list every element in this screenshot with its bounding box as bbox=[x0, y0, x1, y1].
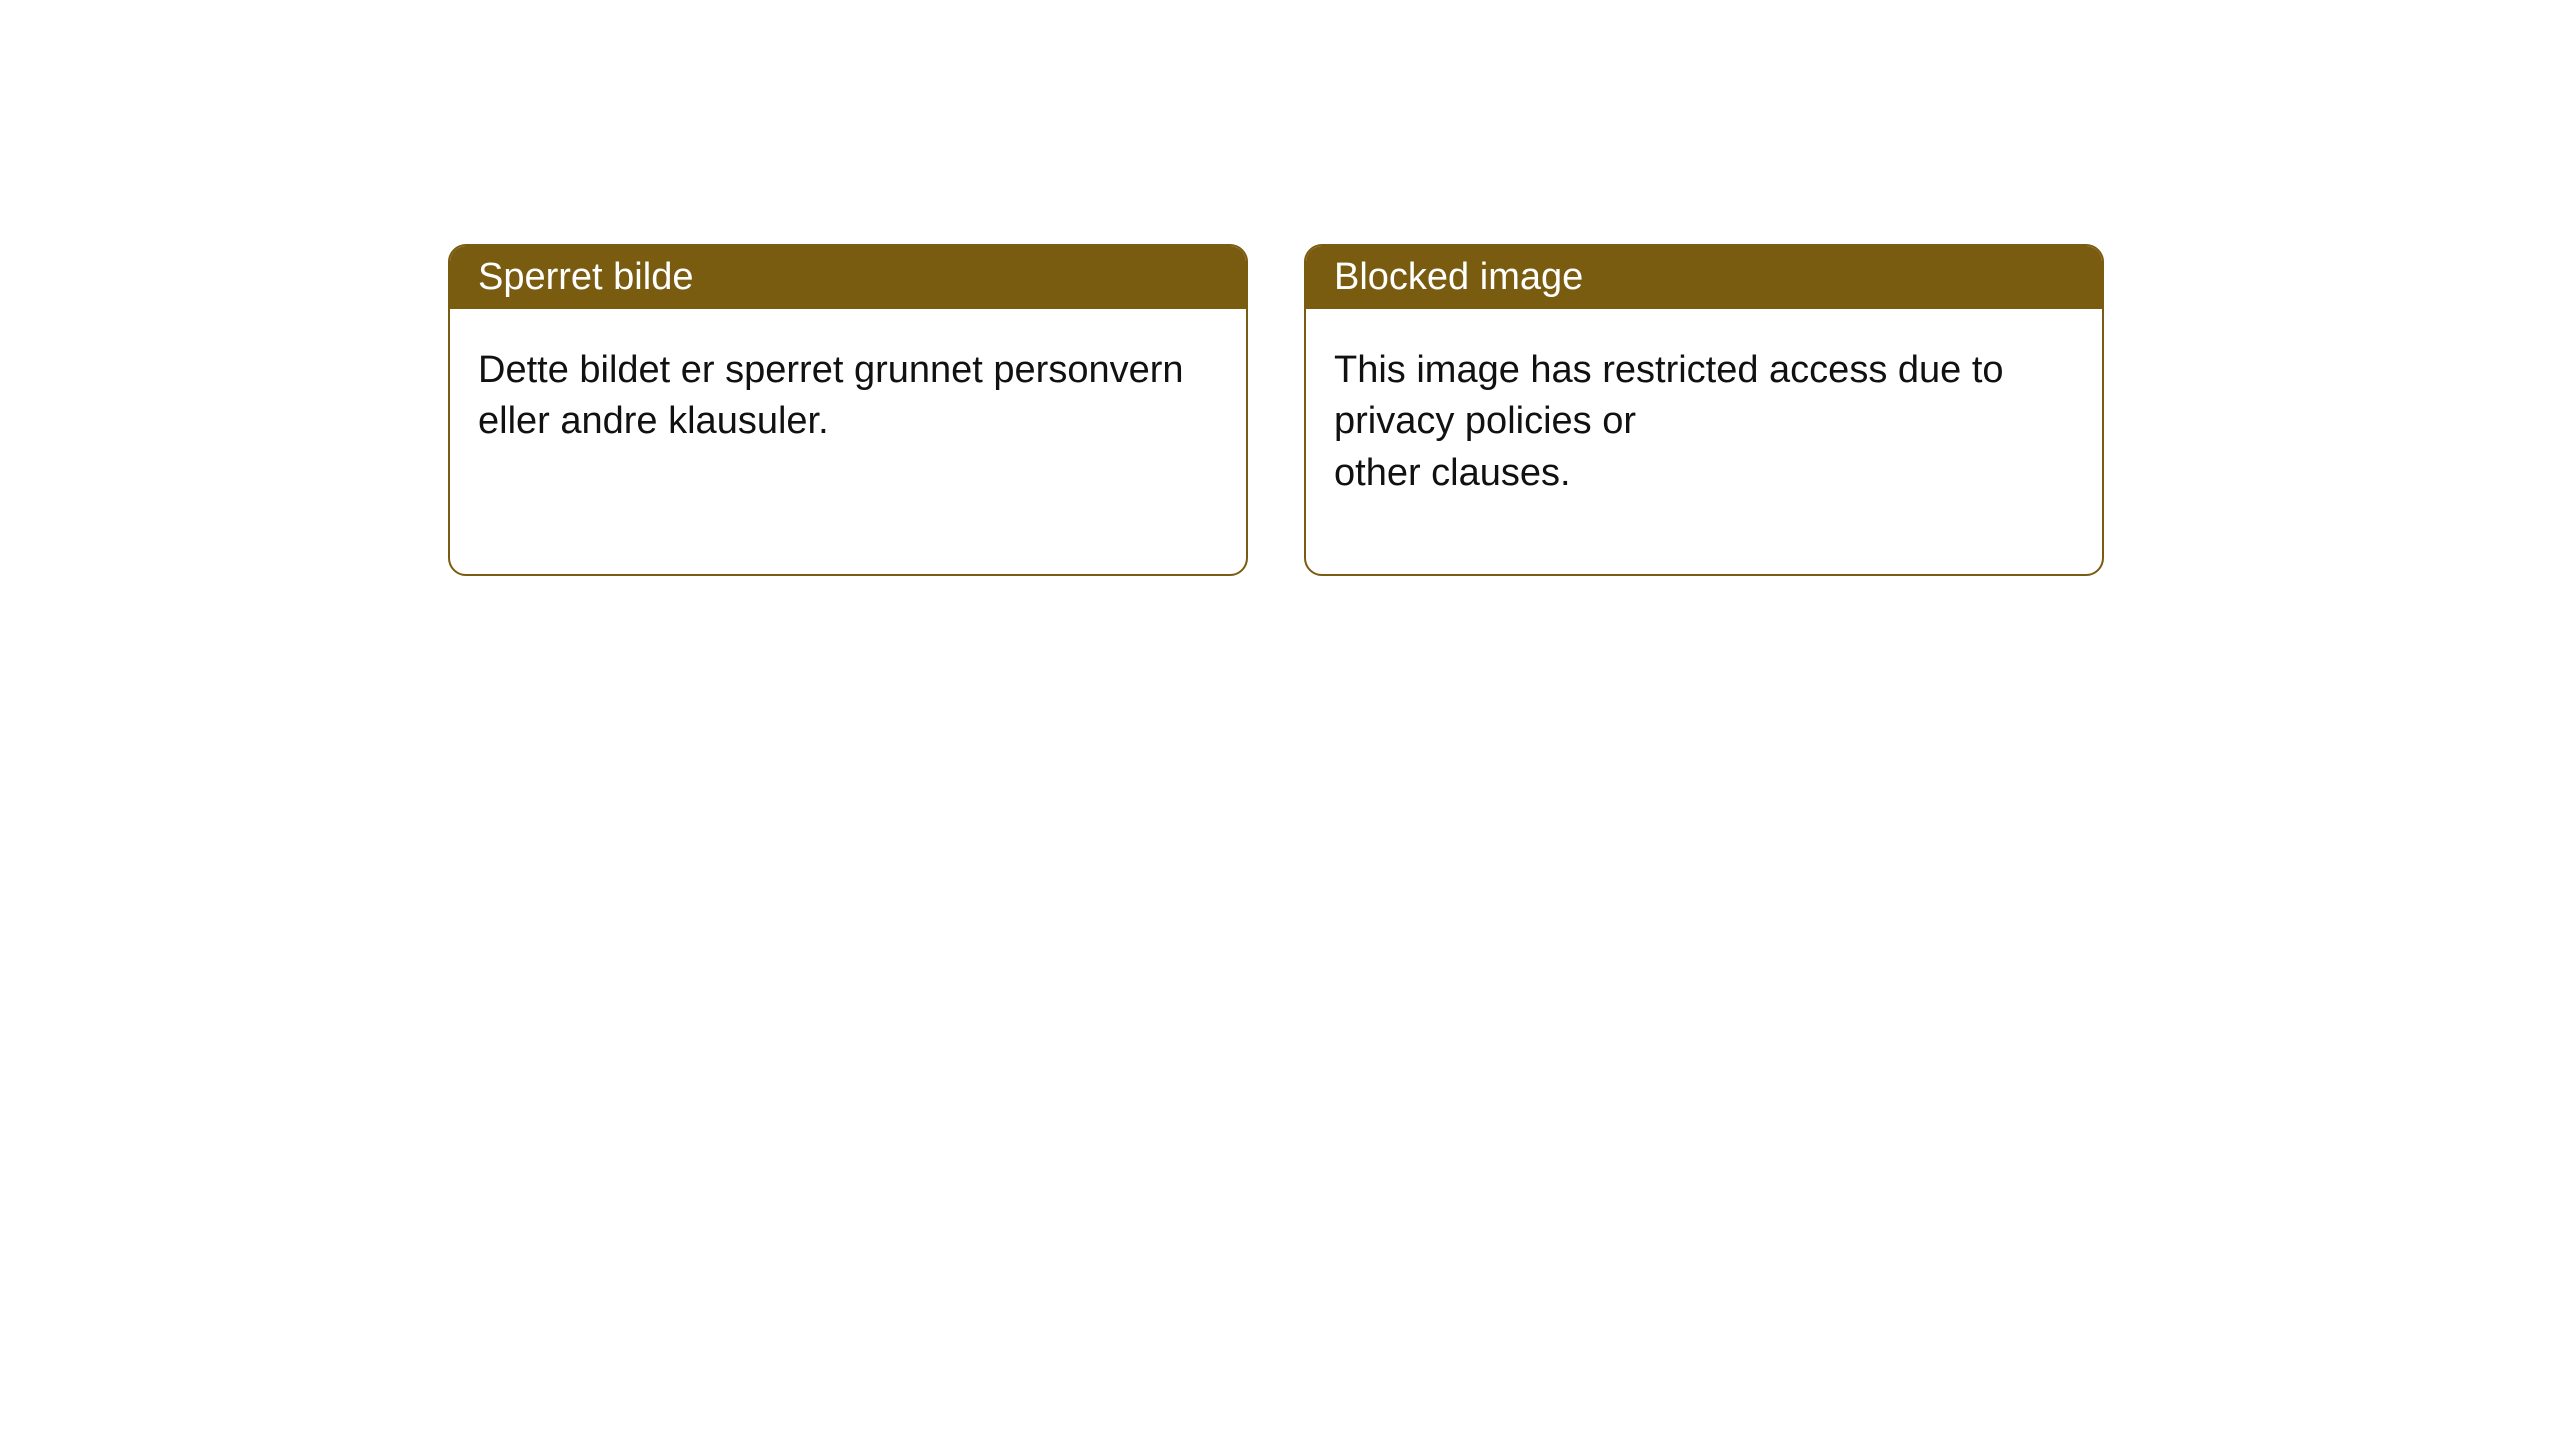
blocked-image-card-en: Blocked image This image has restricted … bbox=[1304, 244, 2104, 576]
notice-container: Sperret bilde Dette bildet er sperret gr… bbox=[448, 244, 2104, 576]
card-body-en: This image has restricted access due to … bbox=[1306, 309, 2102, 535]
card-body-no: Dette bildet er sperret grunnet personve… bbox=[450, 309, 1246, 484]
card-header-en: Blocked image bbox=[1306, 246, 2102, 309]
card-header-no: Sperret bilde bbox=[450, 246, 1246, 309]
blocked-image-card-no: Sperret bilde Dette bildet er sperret gr… bbox=[448, 244, 1248, 576]
